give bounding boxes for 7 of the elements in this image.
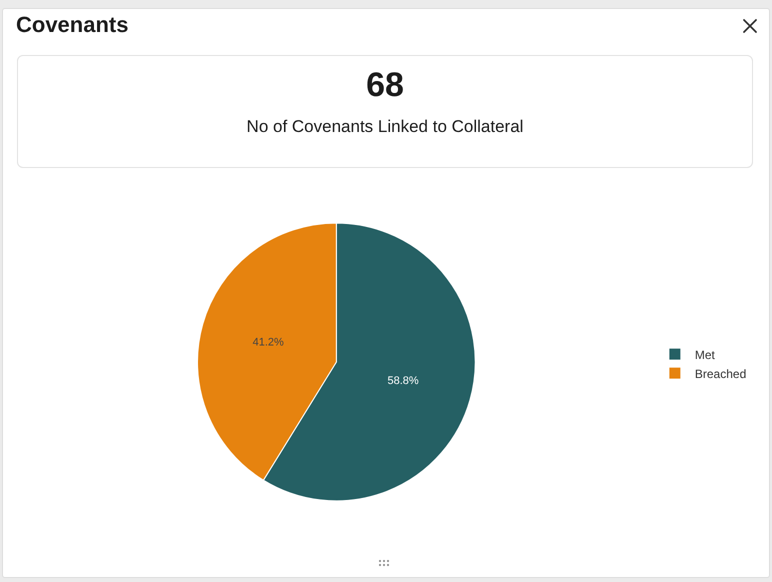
text: No of Covenants Linked to Collateral	[246, 117, 524, 137]
data-label: 58.8%	[387, 374, 419, 387]
legend-label: Breached	[694, 366, 746, 381]
text: Covenants	[16, 12, 128, 38]
data-label: 41.2%	[252, 336, 284, 349]
text: 68	[365, 66, 405, 105]
legend-label: Met	[694, 348, 716, 362]
